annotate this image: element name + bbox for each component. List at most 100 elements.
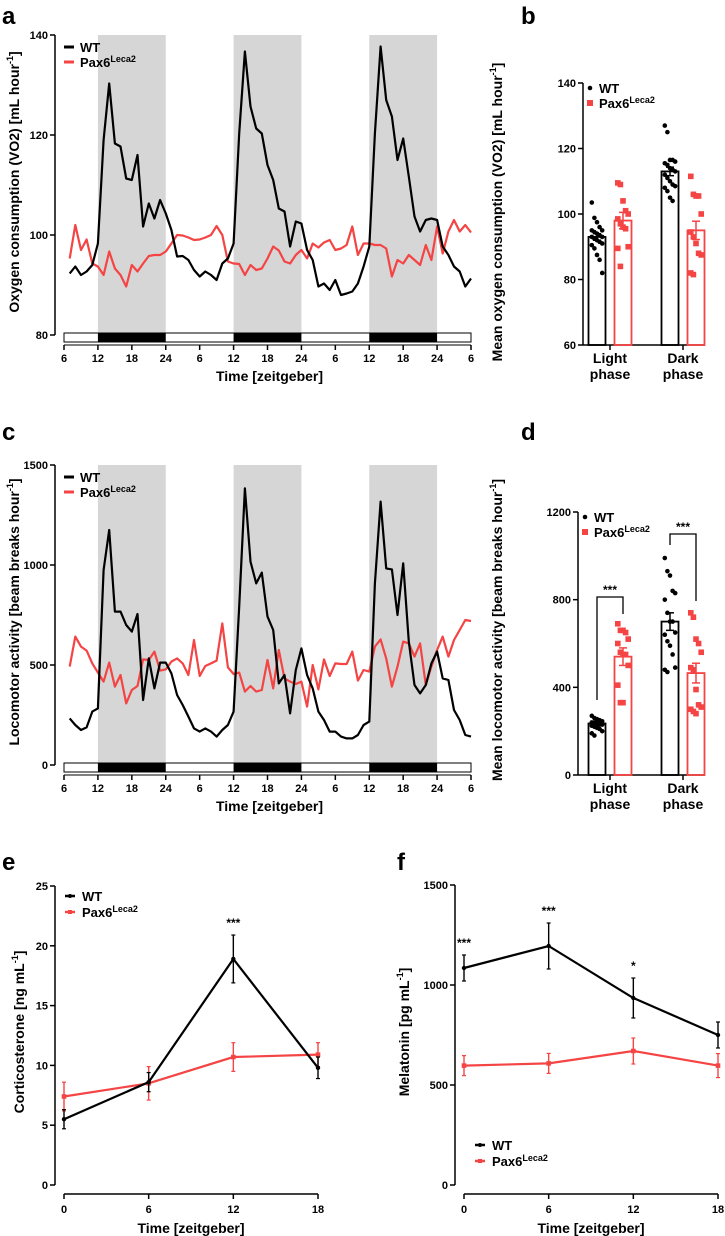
data-point-pax6 — [688, 229, 694, 235]
y-tick-label: 120 — [558, 144, 576, 156]
data-point-wt — [594, 252, 600, 258]
data-point-pax6 — [615, 245, 621, 252]
data-point-pax6 — [688, 610, 694, 616]
x-tick-label: 12 — [627, 1204, 639, 1216]
significance-label: *** — [676, 520, 690, 534]
x-tick-label: 24 — [160, 783, 173, 795]
dark-phase-shading — [97, 35, 166, 333]
x-tick-label: 6 — [332, 783, 338, 795]
y-tick-label: 800 — [553, 595, 571, 607]
y-tick-label: 0 — [565, 770, 571, 782]
data-point-pax6 — [698, 211, 704, 217]
data-point-wt — [599, 719, 605, 724]
x-tick-label: 6 — [468, 353, 474, 365]
bar-pax6 — [613, 655, 633, 776]
panel-letter-f: f — [397, 849, 406, 876]
bar-pax6 — [613, 219, 633, 346]
y-tick-label: 25 — [36, 881, 48, 893]
panel-c: 0 500 1000 1500 6 12 18 24 6 12 18 24 6 12 18 24 6 Time [… — [5, 460, 474, 814]
series-line-wt — [463, 944, 719, 1037]
x-tick-label: 24 — [295, 353, 308, 365]
legend-pax6-main: Pax6 — [599, 96, 629, 111]
dark-phase-bar — [97, 763, 166, 772]
x-tick-label: 12 — [363, 783, 375, 795]
legend-marker-pax6 — [68, 910, 72, 914]
x-tick-label: 6 — [61, 783, 67, 795]
data-point-wt — [667, 178, 673, 184]
data-point-wt — [662, 172, 668, 177]
data-point-wt — [589, 242, 595, 248]
series-line-wt — [68, 487, 472, 740]
data-point-wt — [670, 619, 675, 624]
y-tick-label: 500 — [30, 660, 48, 672]
series-line-wt — [63, 957, 319, 1121]
x-tick-label: 18 — [712, 1204, 724, 1216]
y-axis-title-end: ] — [489, 63, 505, 68]
y-tick-label: 1500 — [24, 460, 48, 472]
data-point-wt — [665, 175, 670, 181]
legend-marker-pax6 — [582, 529, 588, 535]
y-tick-label: 400 — [553, 682, 571, 694]
panel-e: 0 5 10 15 20 25 0 6 12 18 Time [zeitgeber] Corticos… — [10, 881, 324, 1236]
data-point-pax6 — [461, 1063, 467, 1068]
data-point-wt — [592, 215, 597, 221]
data-point-pax6 — [690, 271, 697, 278]
data-point-wt — [231, 956, 236, 962]
data-point-wt — [594, 219, 600, 225]
x-tick-label: 6 — [146, 1204, 152, 1216]
category-label: phase — [590, 796, 631, 812]
y-axis-title-main: Locomotor activity [beam breaks hour — [6, 491, 22, 746]
y-tick-label: 80 — [564, 275, 576, 287]
data-point-pax6 — [615, 682, 621, 688]
data-point-pax6 — [698, 649, 704, 656]
data-point-wt — [665, 568, 670, 574]
legend-label-pax6: Pax6Leca2 — [594, 524, 650, 540]
category-label: Light — [593, 780, 628, 796]
data-point-wt — [667, 195, 673, 200]
legend-pax6-sup: Leca2 — [629, 95, 655, 105]
data-point-pax6 — [693, 240, 699, 247]
y-tick-label: 120 — [30, 130, 48, 142]
dark-phase-bar — [233, 333, 302, 342]
y-axis-title-end: ] — [11, 951, 27, 956]
dark-phase-bar — [369, 763, 438, 772]
data-point-wt — [662, 555, 668, 561]
data-point-pax6 — [690, 667, 697, 673]
x-axis-title: Time [zeitgeber] — [137, 1220, 244, 1236]
x-tick-label: 18 — [126, 353, 138, 365]
legend-label-pax6: Pax6Leca2 — [80, 484, 136, 500]
x-axis-title: Time [zeitgeber] — [216, 798, 323, 814]
data-point-wt — [589, 200, 595, 205]
legend-pax6-main: Pax6 — [594, 525, 624, 540]
category-label: Dark — [667, 780, 698, 796]
series-line-pax6 — [68, 218, 472, 288]
legend-label-pax6: Pax6Leca2 — [492, 1153, 548, 1169]
significance-label: *** — [542, 904, 556, 918]
data-point-wt — [667, 573, 673, 578]
data-point-wt — [672, 183, 678, 189]
y-axis-title-superscript: -1 — [488, 484, 498, 492]
data-point-wt — [599, 234, 605, 240]
x-tick-label: 12 — [92, 353, 104, 365]
legend-label-wt: WT — [80, 40, 100, 55]
y-axis-title-superscript: -1 — [10, 955, 20, 963]
x-tick-label: 12 — [227, 1204, 239, 1216]
data-point-pax6 — [615, 216, 621, 222]
x-tick-label: 24 — [295, 783, 308, 795]
data-point-pax6 — [615, 640, 621, 647]
data-point-wt — [599, 241, 605, 246]
significance-label: *** — [226, 916, 240, 930]
legend-pax6-main: Pax6 — [82, 905, 112, 920]
x-tick-label: 18 — [397, 783, 409, 795]
dark-phase-shading — [97, 465, 166, 763]
x-tick-label: 6 — [468, 783, 474, 795]
y-tick-label: 80 — [36, 330, 48, 342]
y-tick-label: 10 — [36, 1060, 48, 1072]
panel-d: 04008001200LightphaseDarkphase******Mean… — [488, 479, 706, 812]
legend-pax6-sup: Leca2 — [110, 484, 136, 494]
data-point-wt — [672, 590, 678, 596]
data-point-pax6 — [698, 252, 704, 258]
data-point-pax6 — [622, 207, 629, 214]
significance-label: *** — [457, 936, 471, 950]
legend-marker-wt — [587, 85, 593, 91]
